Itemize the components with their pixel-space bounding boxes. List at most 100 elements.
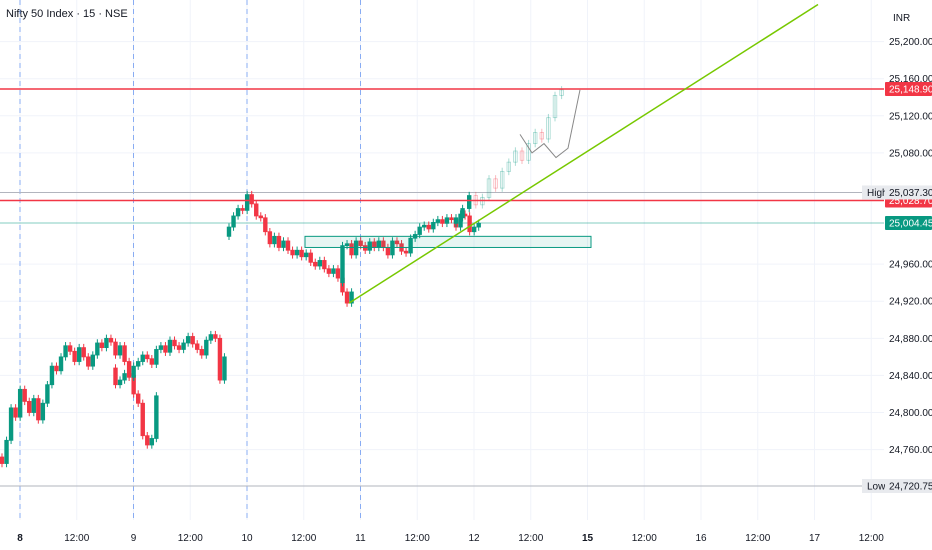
candle-body <box>493 178 498 189</box>
candle-body <box>27 400 32 413</box>
candle-body <box>140 402 145 437</box>
candle-body <box>244 194 250 211</box>
candle-body <box>385 247 391 256</box>
candle-body <box>222 356 227 381</box>
candle-body <box>213 334 218 339</box>
candle-body <box>526 143 531 161</box>
candle-body <box>135 361 141 367</box>
candle-body <box>17 388 23 418</box>
candles <box>0 86 564 468</box>
candle-body <box>231 215 236 228</box>
price-tick-label: 24,840.00 <box>889 371 932 382</box>
candle-body <box>149 358 155 365</box>
candle-body <box>49 365 55 386</box>
candle-body <box>272 235 277 245</box>
price-tags: 25,148.90 25,028.70 25,004.45 High 25,037.30… <box>862 82 932 493</box>
candle-body <box>181 342 186 350</box>
candle-body <box>99 342 105 349</box>
time-tick-label: 9 <box>131 533 137 544</box>
candle-body <box>340 245 345 284</box>
price-tick-label: 24,760.00 <box>889 445 932 456</box>
price-tick-label: 25,160.00 <box>889 74 932 85</box>
candle-body <box>349 291 354 304</box>
candle-body <box>149 438 155 446</box>
candle-body <box>471 226 477 233</box>
time-tick-label: 12:00 <box>518 533 543 544</box>
candle-body <box>285 240 291 251</box>
candle-body <box>322 260 327 270</box>
candle-body <box>217 337 223 381</box>
candle-body <box>140 354 145 362</box>
candle-body <box>190 336 195 345</box>
candle-body <box>58 356 64 372</box>
candle-body <box>40 402 46 421</box>
price-tag-label: 25,148.90 <box>889 85 932 96</box>
candle-body <box>539 132 544 140</box>
candle-body <box>185 336 191 344</box>
price-tick-label: 25,080.00 <box>889 148 932 159</box>
time-tick-label: 10 <box>241 533 253 544</box>
candle-body <box>167 339 173 353</box>
price-tag-bg <box>885 215 932 230</box>
candle-body <box>135 393 141 404</box>
candle-body <box>240 208 245 211</box>
candle-body <box>349 243 354 256</box>
candle-body <box>45 384 50 404</box>
candle-body <box>299 249 304 258</box>
time-axis[interactable]: 8 12:00 9 12:00 10 12:00 11 12:00 12 12:00 15 12:00… <box>17 533 884 544</box>
high-value-bg <box>885 185 932 200</box>
candle-body <box>422 224 427 228</box>
price-tag-label: 25,028.70 <box>889 196 932 207</box>
candle-body <box>113 341 118 356</box>
candle-body <box>176 345 182 350</box>
price-tag-label: 25,004.45 <box>889 218 932 229</box>
candle-body <box>533 132 538 145</box>
candle-body <box>281 240 286 248</box>
candle-body <box>131 365 136 378</box>
candle-body <box>313 261 318 267</box>
candle-body <box>22 388 27 402</box>
candle-body <box>431 222 436 230</box>
time-tick-label: 12:00 <box>745 533 770 544</box>
candle-body <box>344 291 350 304</box>
candle-body <box>86 356 91 367</box>
candle-body <box>4 439 9 464</box>
low-value-bg <box>885 479 932 493</box>
candle-body <box>122 373 127 381</box>
price-tick-label: 24,880.00 <box>889 334 932 345</box>
candle-body <box>476 222 481 228</box>
candle-body <box>453 217 459 224</box>
drawings[interactable] <box>0 3 884 304</box>
candle-body <box>254 203 259 217</box>
candle-body <box>208 334 214 341</box>
price-axis[interactable]: 25,200.00 25,160.00 25,120.00 25,080.00 24,9… <box>889 37 932 456</box>
time-tick-label: 12:00 <box>859 533 884 544</box>
candle-body <box>90 354 95 367</box>
candle-body <box>31 398 36 413</box>
time-tick-label: 12:00 <box>178 533 203 544</box>
candle-body <box>249 194 254 205</box>
candle-body <box>499 171 505 189</box>
candle-body <box>36 398 41 421</box>
price-tick-label: 24,800.00 <box>889 408 932 419</box>
candle-body <box>158 345 164 350</box>
candle-body <box>417 226 422 235</box>
candle-body <box>546 117 551 140</box>
candle-body <box>145 354 150 360</box>
day-separators <box>19 0 361 520</box>
candle-body <box>122 345 127 362</box>
candle-body <box>435 219 441 223</box>
time-tick-label: 15 <box>582 533 594 544</box>
candle-body <box>8 407 14 441</box>
projection-line <box>519 89 581 159</box>
candle-body <box>63 345 68 358</box>
candle-body <box>76 347 82 362</box>
time-tick-label: 12 <box>468 533 480 544</box>
candle-body <box>145 435 150 446</box>
candle-body <box>104 337 109 349</box>
candle-body <box>358 240 363 247</box>
candle-body <box>506 161 511 172</box>
candle-body <box>460 208 465 219</box>
candle-body <box>513 150 518 163</box>
